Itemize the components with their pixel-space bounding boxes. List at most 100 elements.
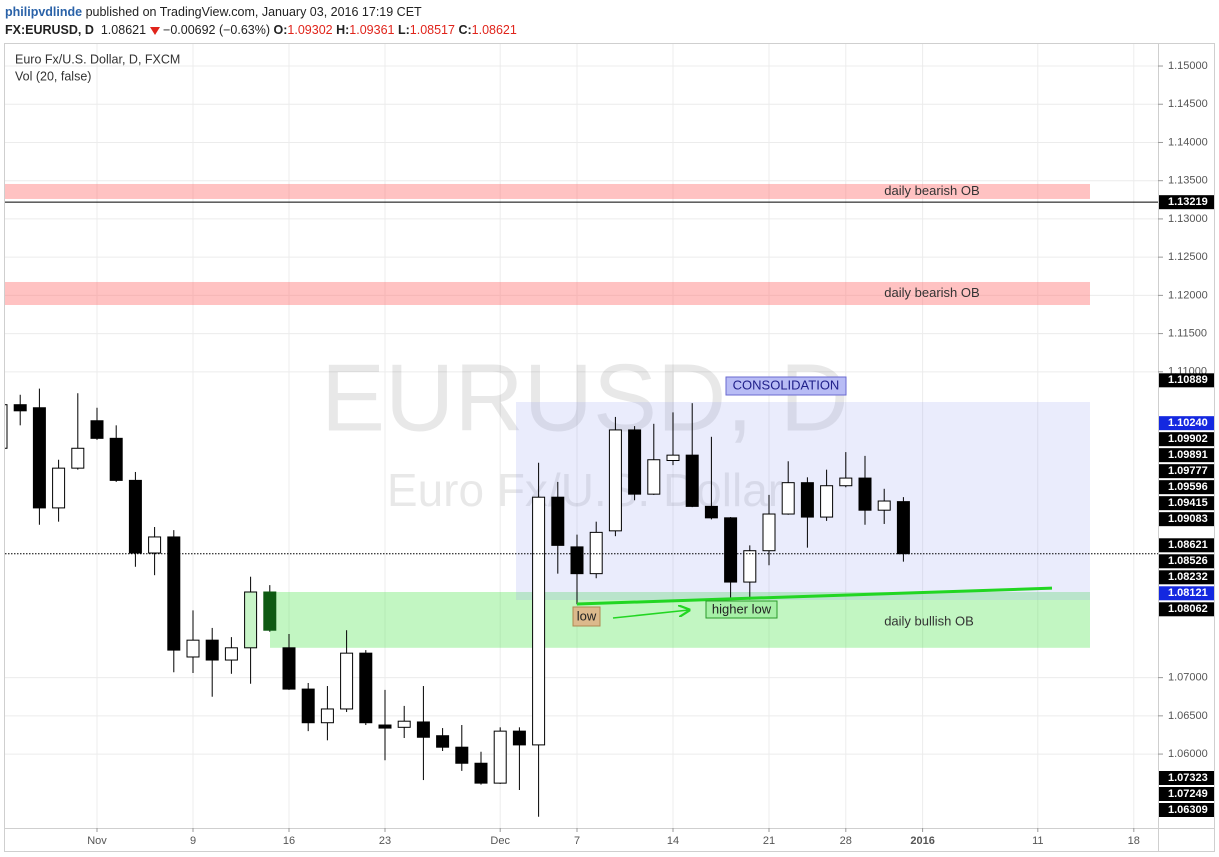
candle-body (743, 550, 757, 583)
y-tick-label: 1.11500 (1168, 328, 1207, 340)
candle-body (455, 746, 469, 764)
price-marker (1159, 787, 1214, 801)
price-marker-label: 1.10889 (1168, 374, 1208, 386)
price-marker (1159, 373, 1214, 388)
note: low (577, 608, 597, 623)
candle-body (359, 652, 373, 724)
candle-body (128, 479, 142, 554)
candle-body (224, 647, 238, 661)
candle-body (800, 482, 814, 518)
price-marker-label: 1.06309 (1168, 804, 1208, 816)
candle-body (896, 501, 910, 555)
price-marker-label: 1.10240 (1168, 417, 1208, 429)
candle-body (282, 647, 296, 690)
candle-body (340, 652, 354, 710)
zone-label: daily bearish OB (884, 183, 979, 198)
y-tick-label: 1.06500 (1168, 710, 1208, 722)
x-tick-label: 16 (283, 835, 295, 847)
candle-body (647, 459, 661, 495)
candle-body (52, 467, 66, 509)
price-marker-label: 1.09891 (1168, 449, 1208, 461)
ohlc-label: C: (458, 23, 472, 37)
candle-body (493, 730, 507, 784)
header-line: philipvdlinde published on TradingView.c… (5, 3, 517, 21)
candle-body (820, 485, 834, 518)
x-tick-label: 23 (379, 835, 391, 847)
candle-body (301, 688, 315, 724)
frame (4, 43, 1215, 852)
ohlc-value: 1.08621 (471, 23, 517, 37)
price-marker (1159, 512, 1214, 527)
header: philipvdlinde published on TradingView.c… (5, 3, 517, 39)
candle-body (532, 496, 546, 746)
x-tick-label: 11 (1032, 835, 1043, 847)
price-marker-label: 1.13219 (1168, 196, 1208, 208)
candle-body (71, 447, 85, 469)
price-marker (1159, 432, 1214, 447)
published: published on TradingView.com, January 03… (85, 5, 422, 19)
price-marker (1159, 480, 1214, 495)
candle-body (589, 531, 603, 575)
y-tick-label: 1.07000 (1168, 672, 1208, 684)
trend-line (576, 586, 1053, 606)
zone-label-box (725, 376, 847, 396)
candle-body (32, 407, 46, 509)
candle-body (109, 437, 123, 481)
x-tick-label: 7 (574, 835, 580, 847)
price-marker-label: 1.08121 (1168, 587, 1208, 599)
note: higher low (712, 601, 772, 616)
ohlc-label: O: (273, 23, 288, 37)
candle-body (724, 517, 738, 583)
price-marker-label: 1.07249 (1168, 788, 1208, 800)
candle-body (205, 639, 219, 661)
price-marker-label: 1.09083 (1168, 513, 1208, 525)
zone-label: daily bullish OB (884, 613, 974, 628)
ohlc-value: 1.09302 (287, 23, 333, 37)
zone-label: CONSOLIDATION (733, 377, 840, 392)
down-arrow (149, 27, 160, 36)
candle-body (858, 477, 872, 511)
price-marker-label: 1.09415 (1168, 497, 1208, 509)
price-marker-label: 1.09596 (1168, 481, 1208, 493)
candle-body (704, 505, 718, 519)
y-tick-label: 1.13500 (1168, 175, 1208, 187)
price-marker-label: 1.09902 (1168, 433, 1208, 445)
arrow (612, 610, 689, 619)
last-price: 1.08621 (100, 23, 147, 37)
price-marker (1159, 803, 1214, 817)
x-tick-label: 18 (1128, 835, 1140, 847)
x-tick-label: 21 (763, 835, 775, 847)
y-tick-label: 1.14000 (1168, 136, 1208, 148)
author[interactable]: philipvdlinde (5, 5, 83, 19)
x-tick-label: 28 (840, 835, 852, 847)
candle-body (551, 496, 565, 546)
price-marker-label: 1.08232 (1168, 571, 1208, 583)
change: −0.00692 (−0.63%) (163, 23, 271, 37)
candle-body (436, 735, 450, 748)
ohlc-value: 1.09361 (349, 23, 395, 37)
price-marker (1159, 448, 1214, 463)
candle-body (320, 708, 334, 724)
x-tick-label: 14 (667, 835, 679, 847)
note-box (572, 606, 601, 627)
price-marker-label: 1.08062 (1168, 603, 1208, 615)
candle-body (877, 500, 891, 511)
price-marker (1159, 602, 1214, 617)
candle-body (416, 721, 430, 738)
header-line: FX:EURUSD, D 1.08621 −0.00692 (−0.63%) O… (5, 21, 517, 39)
candle-body (90, 420, 104, 439)
price-marker (1159, 464, 1214, 479)
zone-label: daily bearish OB (884, 285, 979, 300)
candle-body (474, 762, 488, 784)
ohlc-label: H: (336, 23, 350, 37)
y-tick-label: 1.06000 (1168, 748, 1208, 760)
price-marker (1159, 496, 1214, 511)
zone (5, 183, 1090, 199)
candle-body (570, 546, 584, 575)
price-marker (1159, 570, 1214, 585)
candle-body (666, 454, 680, 462)
note-box (705, 600, 778, 619)
y-tick-label: 1.15000 (1168, 60, 1208, 72)
candle-body (397, 720, 411, 728)
